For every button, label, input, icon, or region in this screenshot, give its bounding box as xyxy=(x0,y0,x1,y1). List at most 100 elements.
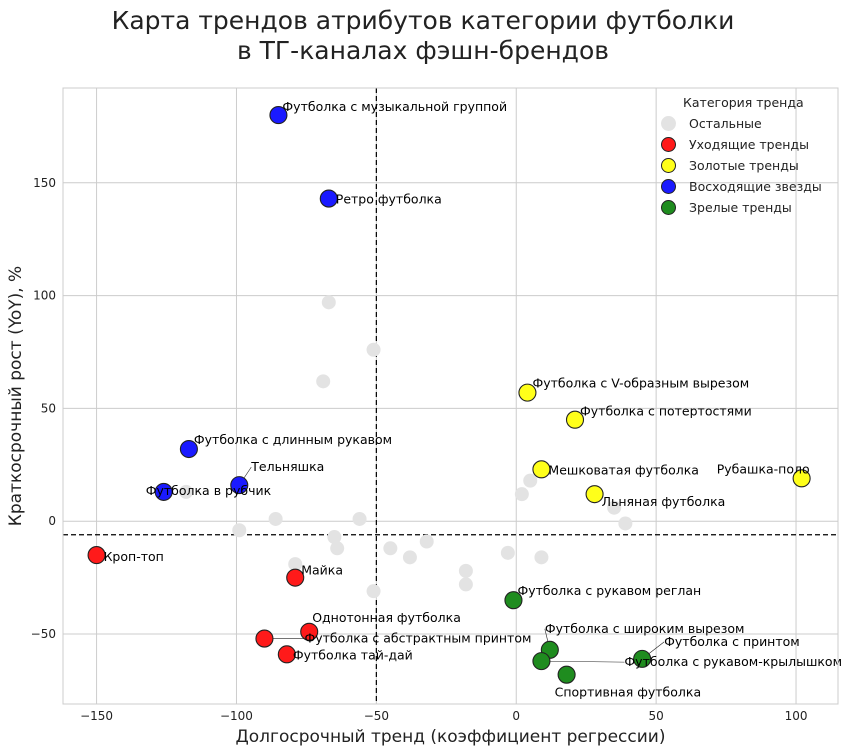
other-point xyxy=(321,295,336,310)
point-label: Футболка с V-образным вырезом xyxy=(532,376,749,391)
x-tick-label: 100 xyxy=(785,709,808,723)
y-tick-label: 100 xyxy=(33,289,56,303)
legend-label-golden: Золотые тренды xyxy=(689,158,799,173)
legend-swatch-mature xyxy=(661,200,676,215)
point-golden xyxy=(565,410,585,429)
legend-label-mature: Зрелые тренды xyxy=(689,200,792,215)
point-label: Футболка с потертостями xyxy=(580,404,752,419)
other-point xyxy=(316,374,331,389)
legend-label-other: Остальные xyxy=(689,116,762,131)
reference-lines xyxy=(63,88,838,704)
point-golden xyxy=(585,485,604,504)
chart-title: Карта трендов атрибутов категории футбол… xyxy=(0,6,846,66)
x-tick-label: 50 xyxy=(649,709,664,723)
y-tick-label: 50 xyxy=(41,401,56,415)
point-rising xyxy=(319,189,338,208)
point-label: Майка xyxy=(301,563,343,578)
point-labels: Кроп-топ Майка Однотонная футболка Футболка… xyxy=(104,99,842,700)
point-label: Футболка тай-дай xyxy=(293,647,413,662)
point-label: Футболка с абстрактным принтом xyxy=(304,631,531,646)
point-label: Футболка с длинным рукавом xyxy=(194,432,392,447)
legend: Категория тренда Остальные Уходящие трен… xyxy=(659,95,829,218)
other-point xyxy=(523,473,538,488)
other-point xyxy=(232,523,247,538)
other-point xyxy=(514,487,529,502)
other-point xyxy=(607,500,622,515)
legend-swatch-rising xyxy=(661,179,676,194)
other-point xyxy=(366,342,381,357)
x-tick-label: −50 xyxy=(364,709,389,723)
x-tick-label: 0 xyxy=(512,709,520,723)
other-point xyxy=(352,511,367,526)
point-rising xyxy=(179,439,198,459)
legend-item-mature: Зрелые тренды xyxy=(659,197,829,218)
y-axis-label: Краткосрочный рост (YoY), % xyxy=(6,266,26,526)
y-tick-label: 0 xyxy=(48,514,56,528)
point-label: Футболка с широким вырезом xyxy=(545,621,745,636)
other-point xyxy=(288,557,303,572)
trend-points xyxy=(87,106,811,684)
point-mature xyxy=(557,665,576,684)
legend-item-golden: Золотые тренды xyxy=(659,155,829,176)
point-golden xyxy=(792,469,811,488)
x-tick-label: −150 xyxy=(80,709,113,723)
other-point xyxy=(330,541,345,556)
other-point xyxy=(618,516,633,531)
other-point xyxy=(500,545,515,560)
other-point xyxy=(383,541,398,556)
other-point xyxy=(458,577,473,592)
y-tick-label: −50 xyxy=(31,627,56,641)
point-rising xyxy=(154,482,173,501)
other-points xyxy=(179,295,633,599)
legend-item-leaving: Уходящие тренды xyxy=(659,134,829,155)
other-point xyxy=(327,530,342,545)
point-golden xyxy=(518,383,537,402)
other-point xyxy=(268,511,283,526)
point-label: Футболка в рубчик xyxy=(146,483,272,498)
legend-swatch-leaving xyxy=(661,137,676,152)
plot-frame xyxy=(62,87,839,705)
point-mature xyxy=(504,591,523,610)
point-label: Футболка с рукавом-крылышком xyxy=(624,654,842,669)
y-tick-label: 150 xyxy=(33,176,56,190)
chart-title-line-2: в ТГ-каналах фэшн-брендов xyxy=(236,36,609,65)
legend-label-leaving: Уходящие тренды xyxy=(689,137,809,152)
point-mature xyxy=(532,652,551,671)
leader-line xyxy=(541,660,625,663)
legend-title: Категория тренда xyxy=(683,95,804,110)
point-mature xyxy=(633,649,652,668)
other-point xyxy=(458,563,473,578)
other-point xyxy=(402,550,417,565)
legend-label-rising: Восходящие звезды xyxy=(689,179,822,194)
other-point xyxy=(366,584,381,599)
x-axis-label: Долгосрочный тренд (коэффициент регресси… xyxy=(236,727,666,747)
point-leaving xyxy=(255,629,274,648)
point-leaving xyxy=(300,622,319,641)
point-label: Футболка с музыкальной группой xyxy=(282,99,507,114)
point-label: Кроп-топ xyxy=(104,549,164,564)
point-label: Ретро футболка xyxy=(336,192,442,207)
axes: −150 −100 −50 0 50 100 −50 0 50 100 150 Долгосрочны… xyxy=(6,87,839,747)
point-leaving xyxy=(286,568,305,587)
point-label: Рубашка-поло xyxy=(717,461,810,476)
legend-swatch-other xyxy=(661,116,676,131)
chart-title-line-1: Карта трендов атрибутов категории футбол… xyxy=(111,6,735,35)
legend-item-rising: Восходящие звезды xyxy=(659,176,829,197)
point-golden xyxy=(532,460,551,479)
point-label: Футболка с рукавом реглан xyxy=(517,583,701,598)
other-point xyxy=(534,550,549,565)
point-rising xyxy=(230,476,249,495)
point-label: Мешковатая футболка xyxy=(548,462,699,477)
point-leaving xyxy=(277,645,296,664)
point-leaving xyxy=(87,546,106,565)
x-tick-label: −100 xyxy=(220,709,253,723)
point-label: Однотонная футболка xyxy=(312,610,461,625)
other-point xyxy=(419,534,434,549)
point-label: Тельняшка xyxy=(250,459,324,474)
point-label: Футболка с принтом xyxy=(664,634,800,649)
point-label: Спортивная футболка xyxy=(555,685,702,700)
point-label: Льняная футболка xyxy=(602,494,726,509)
other-point xyxy=(179,484,194,499)
point-rising xyxy=(269,106,288,125)
